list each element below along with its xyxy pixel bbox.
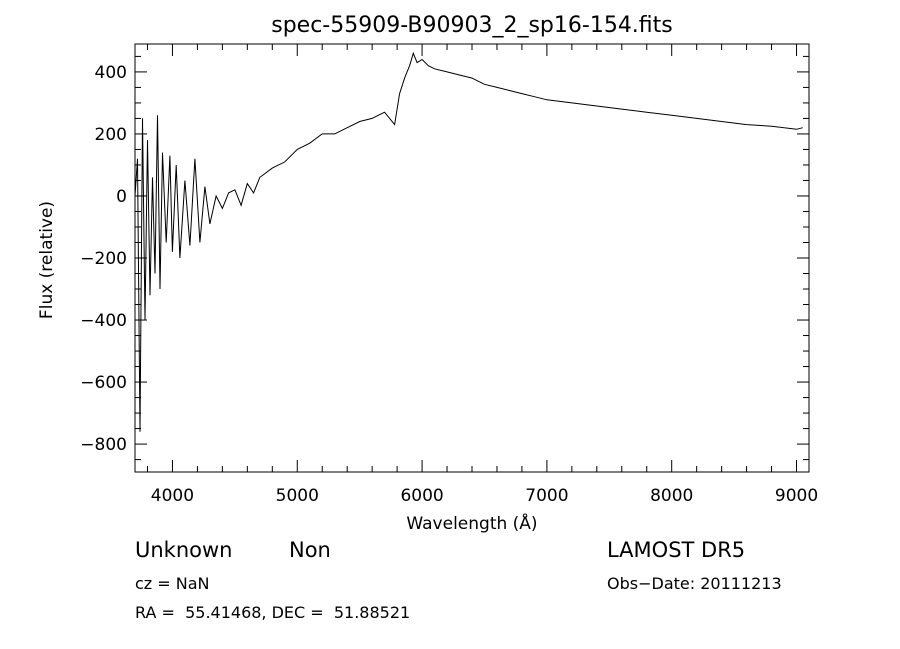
chart-title: spec-55909-B90903_2_sp16-154.fits [271,13,673,38]
x-axis-label: Wavelength (Å) [406,512,537,534]
obs-date: Obs−Date: 20111213 [607,574,782,593]
axis-ticks [135,44,809,472]
x-tick-labels: 4000 5000 6000 7000 8000 9000 [151,486,818,506]
x-tick-label: 4000 [151,486,194,506]
plot-frame [134,43,810,473]
ra-dec: RA = 55.41468, DEC = 51.88521 [135,603,411,622]
y-tick-labels: −800 −600 −400 −200 0 200 400 [80,63,127,455]
spectrum-series-0 [134,51,803,432]
x-tick-label: 7000 [525,486,568,506]
object-subclass: Non [289,538,331,562]
x-tick-label: 6000 [400,486,443,506]
x-tick-label: 9000 [775,486,818,506]
y-tick-label: −600 [80,373,127,393]
y-axis-label: Flux (relative) [37,201,57,319]
x-tick-label: 5000 [276,486,319,506]
y-tick-label: 0 [116,187,127,207]
survey-name: LAMOST DR5 [607,538,746,562]
y-tick-label: 200 [95,125,127,145]
y-tick-label: −400 [80,311,127,331]
y-tick-label: −800 [80,435,127,455]
redshift-cz: cz = NaN [135,574,210,593]
object-class: Unknown [135,538,233,562]
y-tick-label: −200 [80,249,127,269]
y-tick-label: 400 [95,63,127,83]
spectrum-line [134,51,803,432]
x-tick-label: 8000 [650,486,693,506]
